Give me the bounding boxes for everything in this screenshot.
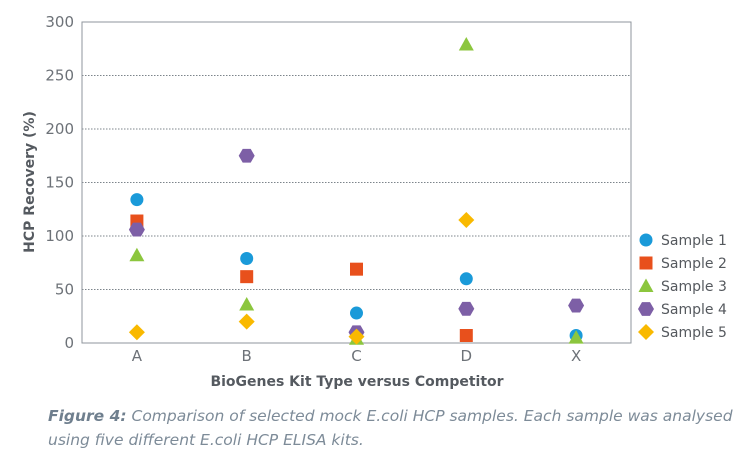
- legend-label-sample-2: Sample 2: [661, 256, 727, 272]
- point-sample-4-a: [128, 222, 145, 237]
- point-sample-5-c: [348, 328, 365, 345]
- legend-marker-sample-5: [638, 324, 654, 340]
- x-tick-label-D: D: [461, 347, 473, 365]
- point-sample-3-d: [458, 36, 474, 51]
- caption-lead: Figure 4:: [48, 407, 127, 425]
- legend-marker-sample-4: [638, 302, 654, 316]
- point-sample-2-c: [350, 262, 363, 276]
- y-axis-title: HCP Recovery (%): [22, 111, 38, 253]
- y-tick-labels: 0 50 100 150 200 250 300: [45, 13, 74, 352]
- legend-label-sample-3: Sample 3: [661, 279, 727, 295]
- x-axis-title: BioGenes Kit Type versus Competitor: [210, 374, 503, 390]
- x-tick-label-X: X: [571, 347, 581, 365]
- legend: Sample 1 Sample 2 Sample 3 Sample 4 Sample 5: [638, 233, 727, 341]
- point-sample-1-c: [350, 306, 363, 320]
- point-sample-1-b: [240, 251, 254, 265]
- point-sample-4-d: [458, 301, 475, 316]
- scatter-chart: 0 50 100 150 200 250 300 A B C D X HCP Recovery (%…: [22, 13, 727, 390]
- point-sample-5-b: [238, 313, 255, 330]
- y-tick-label-250: 250: [45, 67, 74, 85]
- caption-text: Comparison of selected mock E.coli HCP s…: [48, 407, 733, 449]
- y-tick-label-50: 50: [55, 281, 74, 299]
- y-tick-label-150: 150: [45, 174, 74, 192]
- point-sample-5-d: [458, 211, 475, 228]
- legend-marker-sample-2: [639, 256, 653, 270]
- point-sample-2-b: [240, 270, 254, 284]
- grid-lines: [82, 75, 631, 290]
- x-tick-label-C: C: [351, 347, 361, 365]
- legend-label-sample-5: Sample 5: [661, 325, 727, 341]
- figure-caption: Figure 4: Comparison of selected mock E.…: [48, 404, 738, 452]
- point-sample-5-a: [128, 324, 145, 341]
- point-sample-4-x: [568, 298, 585, 313]
- legend-label-sample-1: Sample 1: [661, 233, 727, 249]
- data-points: [128, 36, 585, 345]
- point-sample-3-x: [568, 330, 584, 344]
- x-tick-label-B: B: [242, 347, 252, 365]
- point-sample-4-b: [238, 148, 255, 163]
- point-sample-1-d: [459, 272, 473, 286]
- y-tick-label-100: 100: [45, 227, 74, 245]
- y-tick-label-200: 200: [45, 120, 74, 138]
- y-tick-label-300: 300: [45, 13, 74, 31]
- point-sample-3-a: [129, 247, 145, 262]
- legend-marker-sample-1: [639, 233, 653, 247]
- point-sample-1-a: [130, 193, 144, 207]
- point-sample-3-b: [239, 296, 255, 311]
- legend-label-sample-4: Sample 4: [661, 302, 727, 318]
- y-tick-label-0: 0: [64, 334, 74, 352]
- point-sample-2-d: [459, 329, 473, 343]
- legend-marker-sample-3: [638, 278, 654, 292]
- x-tick-label-A: A: [132, 347, 143, 365]
